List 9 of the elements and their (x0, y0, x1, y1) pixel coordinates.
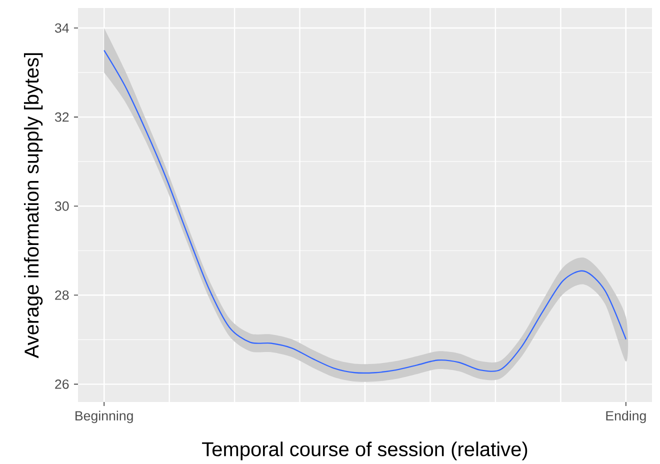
x-axis-title: Temporal course of session (relative) (202, 442, 528, 460)
y-tick-label: 28 (55, 290, 69, 300)
y-tick-label: 34 (54, 23, 69, 33)
y-tick-label: 26 (55, 379, 69, 389)
y-tick-label: 32 (54, 112, 69, 122)
y-tick-label: 30 (54, 201, 69, 211)
y-axis-title: Average information supply [bytes] (24, 53, 43, 358)
x-tick-label: Beginning (76, 410, 133, 424)
x-tick-label: Ending (606, 410, 646, 424)
